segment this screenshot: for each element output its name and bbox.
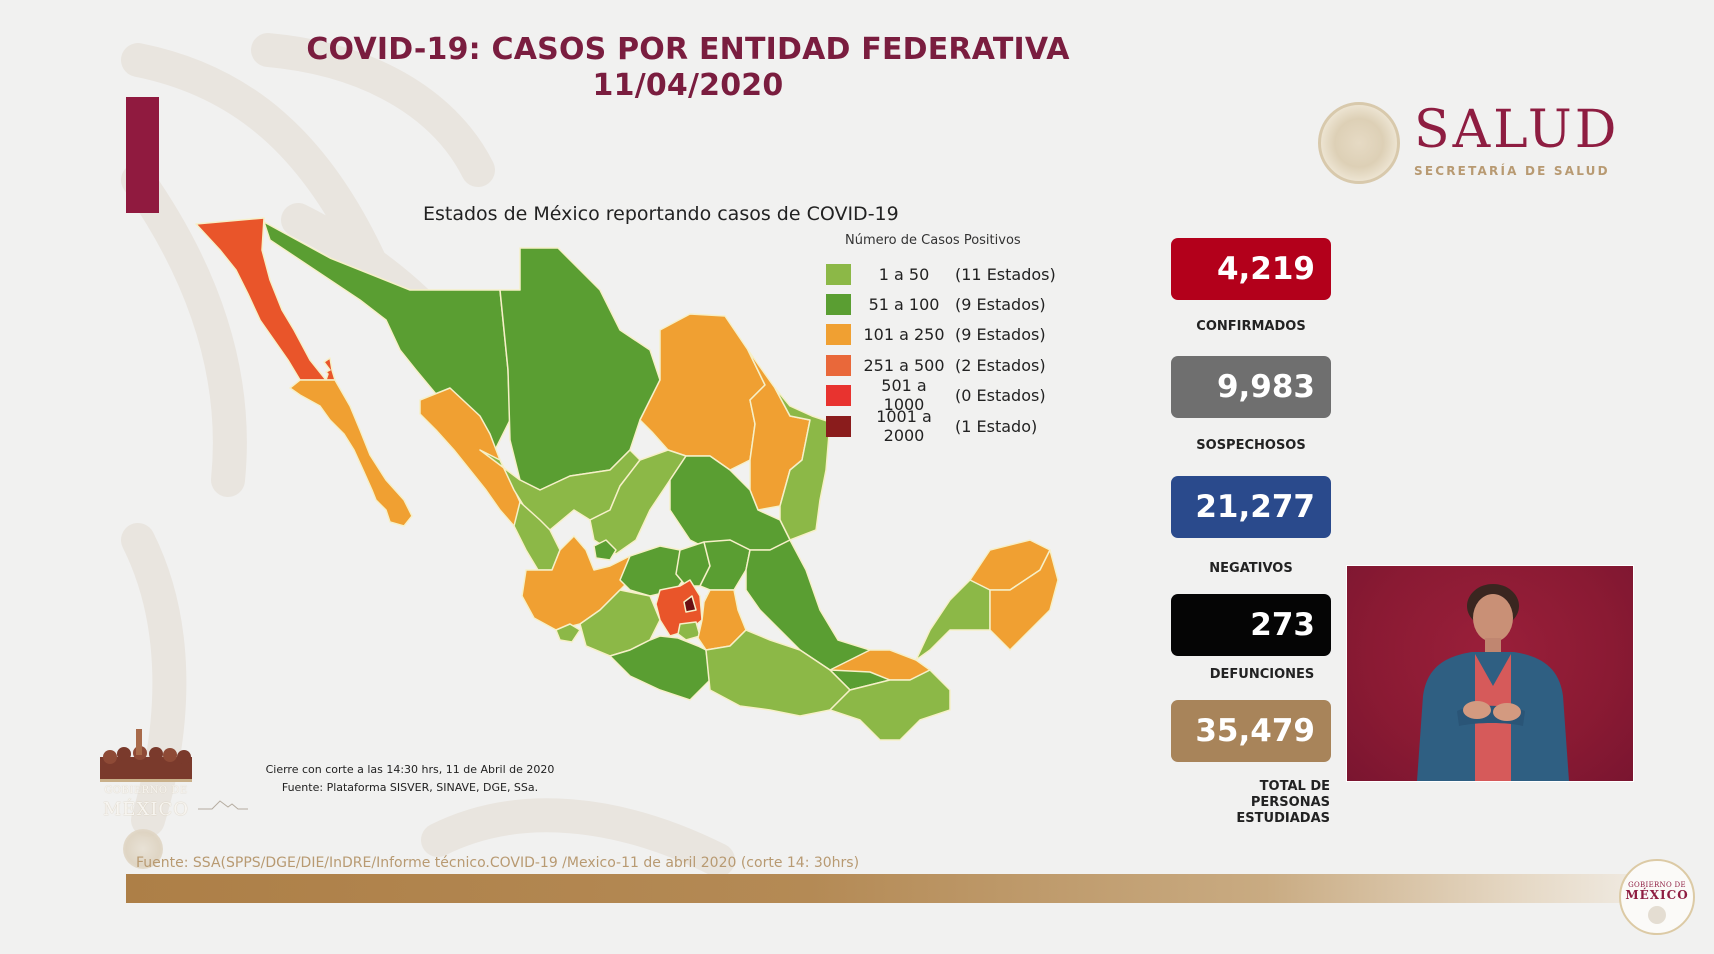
confirmados-value: 4,219: [1171, 238, 1331, 300]
state-baja-california-sur: [289, 379, 413, 527]
map-subtitle: Estados de México reportando casos de CO…: [423, 203, 899, 225]
state-colima: [555, 623, 581, 643]
state-coahuila: [639, 313, 766, 471]
defunciones-value: 273: [1171, 594, 1331, 656]
legend-range: 1 a 50: [878, 264, 930, 284]
state-chiapas: [829, 669, 951, 741]
title-line-1: COVID-19: CASOS POR ENTIDAD FEDERATIVA: [306, 32, 1070, 67]
state-michoacan: [579, 589, 661, 657]
mexico-map: [195, 217, 1059, 741]
negativos-value: 21,277: [1171, 476, 1331, 538]
gob-seal-line2: MÉXICO: [1625, 888, 1689, 902]
state-cdmx: [683, 595, 697, 613]
legend-item: 501 a 1000 (0 Estados): [826, 376, 1046, 414]
legend-item: 251 a 500 (2 Estados): [826, 353, 1046, 377]
legend-item: 1 a 50 (11 Estados): [826, 262, 1056, 286]
legend-swatch: [826, 354, 851, 376]
legend-swatch: [826, 415, 851, 437]
sospechosos-value: 9,983: [1171, 356, 1331, 418]
cierre-note: Cierre con corte a las 14:30 hrs, 11 de …: [265, 763, 555, 776]
state-aguascalientes: [593, 539, 617, 561]
total-label: TOTAL DE PERSONAS ESTUDIADAS: [1200, 779, 1330, 827]
negativos-label: NEGATIVOS: [1209, 561, 1293, 576]
coat-of-arms-icon: [1318, 102, 1400, 184]
state-morelos: [677, 621, 701, 641]
legend-range: 251 a 500: [863, 355, 945, 375]
state-chihuahua: [499, 247, 661, 491]
state-quintana-roo: [989, 549, 1059, 651]
legend-range: 1001 a 2000: [876, 407, 932, 445]
legend-header: Número de Casos Positivos: [845, 233, 1021, 248]
sign-language-interpreter-video: [1346, 565, 1634, 782]
coat-of-arms-mini-icon: [1648, 906, 1666, 924]
footer-bar: [126, 874, 1646, 903]
title-date: 11/04/2020: [592, 68, 784, 103]
heroes-illustration-icon: [100, 729, 192, 782]
sospechosos-label: SOSPECHOSOS: [1196, 438, 1306, 453]
legend-count: (0 Estados): [955, 385, 1046, 405]
total-label-line: PERSONAS: [1250, 795, 1330, 810]
legend-swatch: [826, 323, 851, 345]
page-title: COVID-19: CASOS POR ENTIDAD FEDERATIVA 1…: [240, 32, 1136, 104]
confirmados-label: CONFIRMADOS: [1196, 319, 1306, 334]
interpreter-figure: [1417, 584, 1569, 781]
small-emblem-icon: [123, 829, 163, 869]
mountain-line-icon: [198, 800, 248, 810]
legend-count: (1 Estado): [955, 416, 1038, 436]
legend-count: (11 Estados): [955, 264, 1056, 284]
legend-range: 101 a 250: [863, 324, 945, 344]
legend-count: (9 Estados): [955, 324, 1046, 344]
gobierno-mexico-logo: GOBIERNO DE MÉXICO: [98, 727, 198, 825]
gobierno-mexico-seal: GOBIERNO DE MÉXICO: [1619, 859, 1695, 935]
legend-swatch: [826, 263, 851, 285]
total-label-line: ESTUDIADAS: [1236, 811, 1330, 826]
legend-count: (2 Estados): [955, 355, 1046, 375]
legend-count: (9 Estados): [955, 294, 1046, 314]
legend-swatch: [826, 293, 851, 315]
bl-logo-line2: MÉXICO: [102, 799, 190, 820]
defunciones-label: DEFUNCIONES: [1209, 667, 1315, 682]
legend-swatch: [826, 384, 851, 406]
legend-item: 51 a 100 (9 Estados): [826, 292, 1046, 316]
accent-bar: [126, 97, 159, 213]
legend-range: 51 a 100: [868, 294, 940, 314]
footer-source: Fuente: SSA(SPPS/DGE/DIE/InDRE/Informe t…: [136, 855, 860, 871]
state-baja-california: [195, 217, 336, 381]
legend-item: 1001 a 2000 (1 Estado): [826, 407, 1038, 445]
legend-item: 101 a 250 (9 Estados): [826, 322, 1046, 346]
bl-logo-line1: GOBIERNO DE: [104, 785, 188, 796]
salud-logo-subtitle: SECRETARÍA DE SALUD: [1414, 164, 1610, 178]
total-value: 35,479: [1171, 700, 1331, 762]
fuente-note: Fuente: Plataforma SISVER, SINAVE, DGE, …: [281, 781, 539, 794]
salud-logo-text: SALUD: [1414, 100, 1620, 160]
legend-range: 501 a 1000: [881, 376, 927, 414]
gob-seal-line1: GOBIERNO DE: [1628, 881, 1686, 889]
total-label-line: TOTAL DE: [1259, 779, 1330, 794]
state-guerrero: [609, 635, 711, 701]
